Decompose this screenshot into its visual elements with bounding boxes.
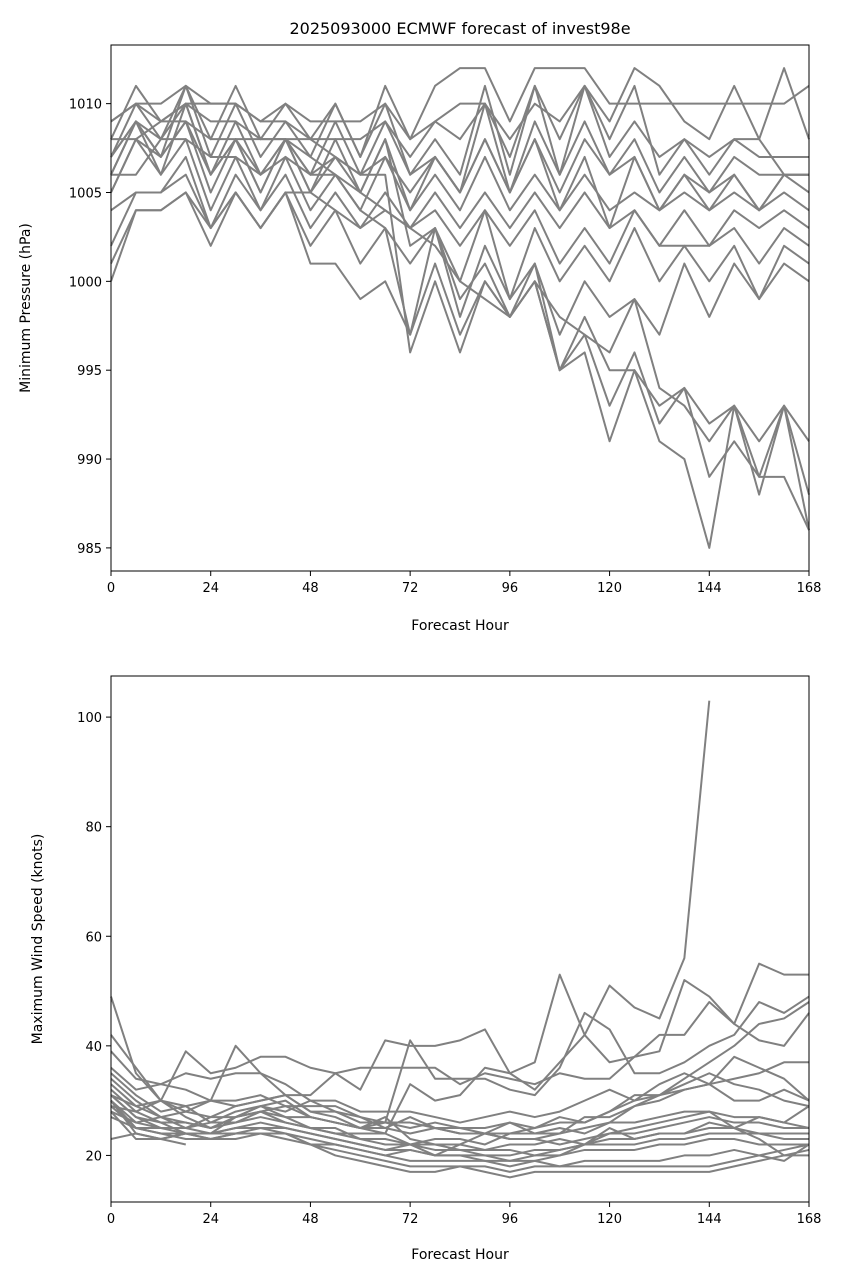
pressure-x-tick-label: 24 (202, 581, 219, 596)
pressure-x-axis: 0 24 48 72 96 120 144 168 (107, 571, 822, 596)
wind-y-axis-label: Maximum Wind Speed (knots) (30, 834, 46, 1045)
wind-series-line-12 (110, 1105, 809, 1179)
pressure-x-tick-label: 72 (402, 581, 419, 596)
pressure-series-line-16 (110, 120, 810, 531)
pressure-series-line-8 (110, 138, 810, 212)
wind-y-tick-label: 60 (85, 930, 102, 945)
wind-x-tick-label: 120 (597, 1212, 622, 1227)
wind-axes-frame (110, 675, 810, 1203)
wind-series-line-8 (110, 1088, 809, 1157)
wind-x-tick-label: 72 (402, 1212, 419, 1227)
pressure-series-line-3 (110, 84, 809, 176)
wind-x-tick-label: 48 (302, 1212, 319, 1227)
pressure-y-axis-label: Minimum Pressure (hPa) (18, 223, 34, 393)
pressure-y-tick-label: 1000 (69, 275, 102, 290)
wind-series-line-6 (110, 1077, 809, 1146)
wind-y-tick-label: 80 (85, 821, 102, 836)
wind-series-line-13 (110, 979, 810, 1108)
pressure-x-tick-label: 168 (797, 581, 822, 596)
wind-series-line-10 (110, 1099, 810, 1168)
wind-series-line-20 (110, 1105, 810, 1157)
wind-y-axis: 20 40 60 80 100 (77, 711, 111, 1164)
wind-series-line-17 (110, 1001, 810, 1140)
wind-x-tick-label: 144 (697, 1212, 722, 1227)
wind-series-line-16 (110, 995, 810, 1130)
wind-series-line-14 (110, 700, 711, 1113)
pressure-x-tick-label: 96 (502, 581, 519, 596)
wind-series-line-19 (110, 1110, 810, 1162)
wind-y-tick-label: 40 (85, 1040, 102, 1055)
pressure-series-line-14 (110, 102, 810, 495)
pressure-x-axis-label: Forecast Hour (411, 618, 509, 634)
pressure-y-tick-label: 1005 (69, 186, 102, 201)
pressure-x-tick-label: 144 (697, 581, 722, 596)
pressure-panel: 2025093000 ECMWF forecast of invest98e 0… (18, 19, 821, 634)
wind-series-line-4 (110, 1067, 810, 1124)
wind-y-tick-label: 20 (85, 1149, 102, 1164)
wind-x-tick-label: 168 (797, 1212, 822, 1227)
pressure-y-tick-label: 995 (77, 364, 102, 379)
wind-x-tick-label: 96 (502, 1212, 519, 1227)
wind-x-axis-label: Forecast Hour (411, 1247, 509, 1263)
pressure-series-line-7 (110, 120, 810, 230)
wind-series-group (110, 700, 810, 1179)
pressure-series-line-9 (110, 155, 810, 247)
wind-y-tick-label: 100 (77, 711, 102, 726)
pressure-series-line-12 (110, 191, 810, 336)
wind-x-tick-label: 0 (107, 1212, 115, 1227)
wind-x-axis: 0 24 48 72 96 120 144 168 (107, 1202, 822, 1227)
pressure-y-tick-label: 1010 (69, 98, 102, 113)
pressure-y-tick-label: 985 (77, 542, 102, 557)
pressure-series-group (110, 67, 810, 549)
pressure-x-tick-label: 120 (597, 581, 622, 596)
wind-x-tick-label: 24 (202, 1212, 219, 1227)
wind-panel: 0 24 48 72 96 120 144 168 20 40 60 80 100 Forecast … (30, 675, 822, 1263)
pressure-y-tick-label: 990 (77, 453, 102, 468)
pressure-y-axis: 985 990 995 1000 1005 1010 (69, 98, 111, 557)
chart-title: 2025093000 ECMWF forecast of invest98e (289, 19, 630, 38)
pressure-x-tick-label: 0 (107, 581, 115, 596)
pressure-axes-frame (110, 44, 810, 572)
pressure-x-tick-label: 48 (302, 581, 319, 596)
